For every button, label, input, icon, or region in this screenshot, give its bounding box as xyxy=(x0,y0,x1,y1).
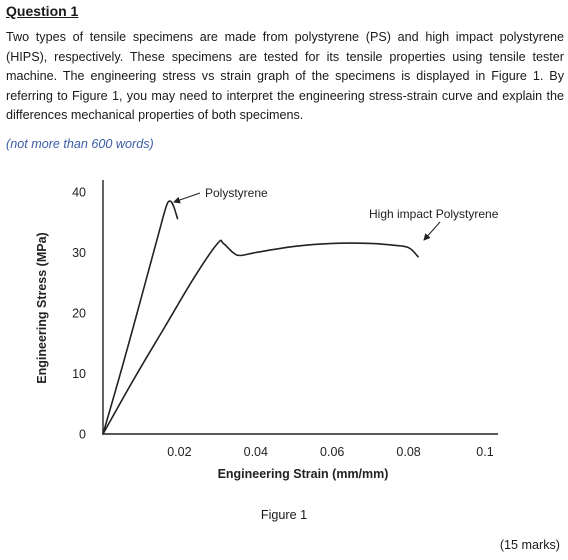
x-tick-label: 0.04 xyxy=(244,445,268,459)
y-tick-label: 30 xyxy=(72,246,86,260)
y-tick-label: 10 xyxy=(72,367,86,381)
hips-annotation-arrow xyxy=(423,221,441,241)
stress-strain-figure: 0 10 20 30 40 0.02 0.04 0.06 0.08 0.1 Polystyrene… xyxy=(0,160,568,500)
series-lines xyxy=(102,200,419,435)
y-tick-label: 20 xyxy=(72,307,86,321)
hips-curve xyxy=(102,239,419,435)
figure-caption: Figure 1 xyxy=(260,508,308,522)
tick-labels: 0 10 20 30 40 0.02 0.04 0.06 0.08 0.1 xyxy=(72,186,494,460)
ps-curve xyxy=(102,200,179,435)
x-tick-label: 0.08 xyxy=(396,445,420,459)
hips-annotation-label: High impact Polystyrene xyxy=(369,207,499,221)
y-tick-label: 0 xyxy=(79,428,86,442)
chart-axes xyxy=(102,180,498,435)
marks-label: (15 marks) xyxy=(499,538,560,552)
x-tick-label: 0.1 xyxy=(476,445,493,459)
ps-annotation-arrow xyxy=(173,192,201,204)
x-axis-title: Engineering Strain (mm/mm) xyxy=(218,467,389,481)
question-heading: Question 1 xyxy=(6,3,79,19)
y-axis-title: Engineering Stress (MPa) xyxy=(35,232,49,383)
ps-annotation-label: Polystyrene xyxy=(205,186,268,200)
word-limit-note: (not more than 600 words) xyxy=(6,137,154,151)
x-tick-label: 0.06 xyxy=(320,445,344,459)
stress-strain-chart: 0 10 20 30 40 0.02 0.04 0.06 0.08 0.1 Polystyrene… xyxy=(35,180,499,481)
question-text: Two types of tensile specimens are made … xyxy=(6,30,564,123)
annotations: Polystyrene High impact Polystyrene xyxy=(173,186,499,241)
x-tick-label: 0.02 xyxy=(167,445,191,459)
y-tick-label: 40 xyxy=(72,186,86,200)
